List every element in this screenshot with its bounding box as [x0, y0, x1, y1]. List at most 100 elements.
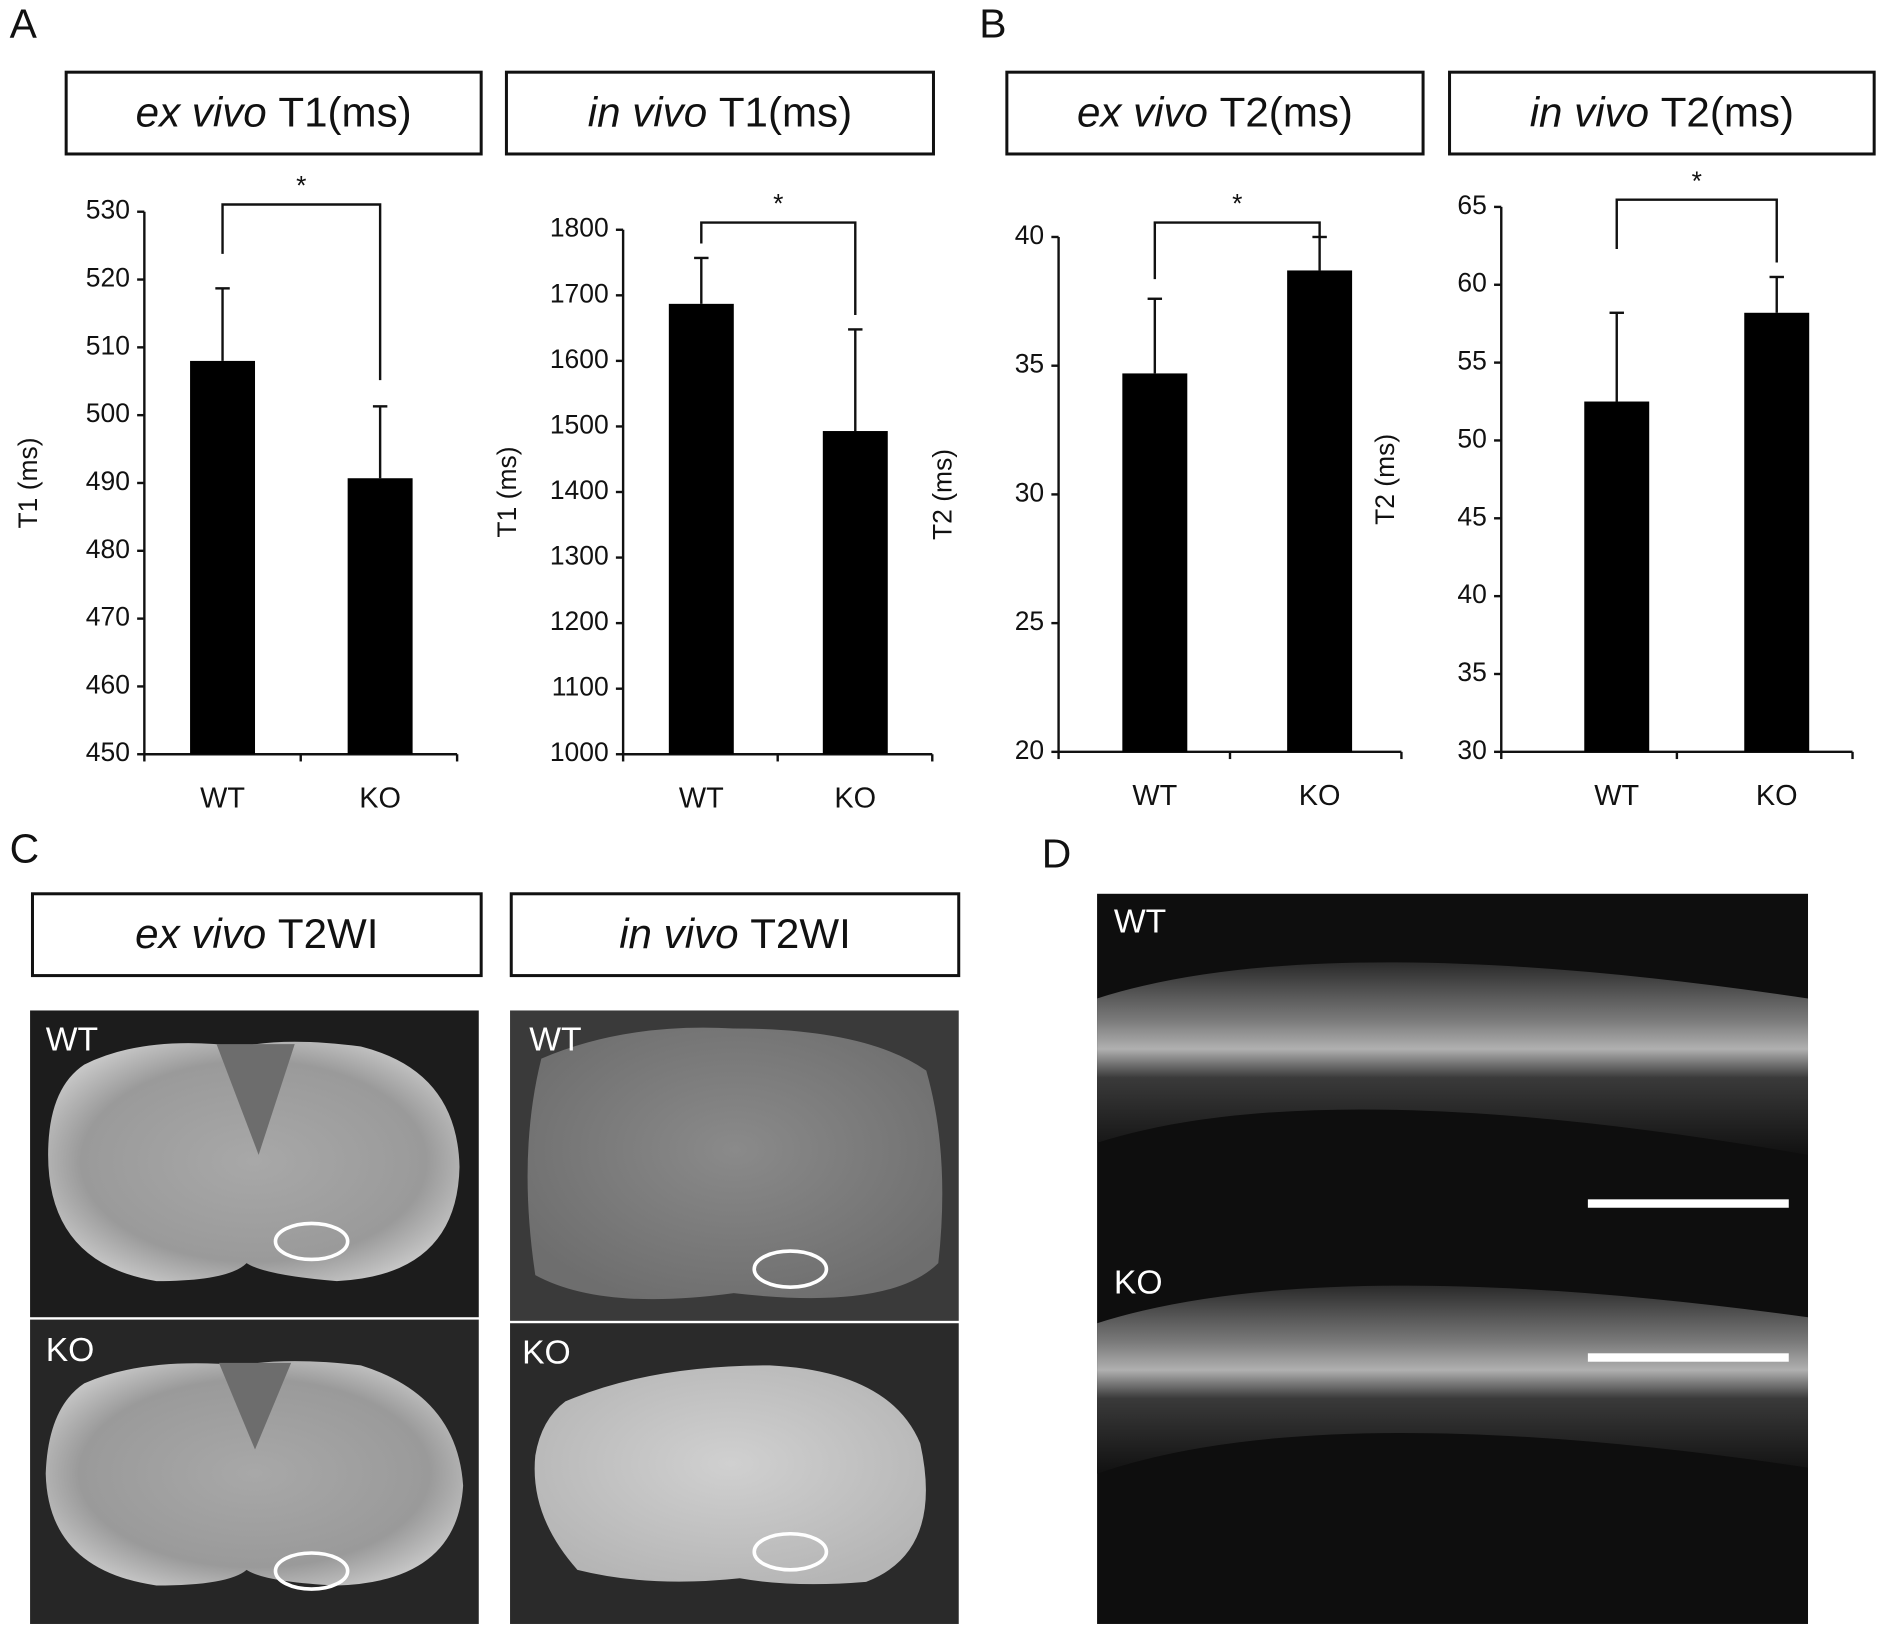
title-box: [30, 892, 483, 978]
panel-label: B: [979, 0, 1006, 46]
y-tick-label: 1600: [550, 344, 609, 374]
y-tick-label: 470: [86, 602, 130, 632]
scale-bar: [1587, 1353, 1789, 1362]
significance-mark: *: [773, 189, 783, 219]
bar: [668, 303, 734, 755]
y-tick-label: 1000: [550, 737, 609, 767]
bar: [822, 431, 888, 755]
y-axis-label: T2 (ms): [1370, 434, 1400, 525]
image-label: KO: [46, 1332, 95, 1369]
ex-vivo-images: [30, 1010, 479, 1624]
panel-label: D: [1042, 830, 1072, 876]
y-tick-label: 35: [1457, 657, 1486, 687]
image-label: KO: [1114, 1265, 1163, 1302]
y-tick-label: 510: [86, 330, 130, 360]
scale-bar: [1587, 1199, 1789, 1208]
roi: [273, 1551, 350, 1591]
title-box: [64, 70, 483, 156]
title-italic: in vivo: [588, 89, 707, 136]
y-tick-label: 1300: [550, 541, 609, 571]
bar: [1122, 373, 1188, 752]
y-tick-label: 40: [1015, 220, 1044, 250]
title-italic: ex vivo: [136, 89, 267, 136]
title-box: [1005, 70, 1425, 156]
title-text: T2(ms): [1661, 89, 1794, 136]
y-tick-label: 490: [86, 466, 130, 496]
significance-bracket: [221, 203, 382, 381]
title-text: T2WI: [750, 910, 851, 957]
spine: [1097, 1285, 1809, 1474]
roi: [752, 1249, 829, 1289]
cord: [48, 1041, 460, 1282]
y-tick-label: 520: [86, 263, 130, 293]
y-tick-label: 35: [1015, 349, 1044, 379]
y-tick-label: 30: [1457, 735, 1486, 765]
y-tick-label: 1200: [550, 606, 609, 636]
title-box: [504, 70, 935, 156]
y-tick-label: 40: [1457, 579, 1486, 609]
x-tick-label: KO: [834, 783, 876, 815]
roi: [273, 1221, 350, 1262]
image-labels: WT KO WT KO WT KO: [46, 904, 1167, 1372]
title: in vivo T2(ms): [1530, 89, 1794, 136]
significance-mark: *: [1692, 166, 1702, 196]
y-tick-label: 25: [1015, 606, 1044, 636]
title: in vivo T2WI: [619, 910, 851, 957]
title: ex vivo T2(ms): [1077, 89, 1353, 136]
title-italic: in vivo: [619, 910, 738, 957]
significance-mark: *: [1232, 189, 1242, 219]
title-box: [509, 892, 961, 978]
y-tick-label: 30: [1015, 477, 1044, 507]
fissure: [216, 1044, 295, 1155]
title-italic: ex vivo: [1077, 89, 1208, 136]
y-tick-label: 65: [1457, 190, 1486, 220]
title-text: T2(ms): [1220, 89, 1353, 136]
significance-bracket: [1153, 221, 1321, 280]
y-tick-label: 55: [1457, 346, 1486, 376]
bar: [1584, 401, 1650, 752]
y-tick-label: 500: [86, 398, 130, 428]
title-text: T1(ms): [278, 89, 411, 136]
y-tick-label: 1800: [550, 213, 609, 243]
cord: [527, 1027, 943, 1300]
in-vivo-images: [510, 1010, 959, 1624]
y-axis-label: T2 (ms): [927, 449, 957, 540]
significance-bracket: [1615, 198, 1778, 263]
title-italic: in vivo: [1530, 89, 1649, 136]
image-label: WT: [529, 1022, 581, 1059]
bar: [190, 360, 256, 755]
roi: [752, 1531, 829, 1572]
cord: [534, 1365, 926, 1585]
y-axis-label: T1 (ms): [492, 446, 522, 537]
title: ex vivo T2WI: [135, 910, 378, 957]
panel-label: A: [10, 0, 38, 46]
panel-label: C: [10, 825, 40, 871]
significance-mark: *: [296, 171, 306, 201]
cord: [45, 1361, 464, 1586]
y-tick-label: 1100: [552, 672, 609, 702]
y-tick-label: 1700: [550, 278, 609, 308]
y-tick-label: 1500: [550, 409, 609, 439]
x-tick-label: WT: [1132, 780, 1177, 812]
image-label: WT: [1114, 904, 1166, 941]
title-text: T1(ms): [719, 89, 852, 136]
y-tick-label: 45: [1457, 501, 1486, 531]
x-tick-label: KO: [1756, 780, 1798, 812]
image-label: KO: [522, 1334, 571, 1371]
bar: [1744, 312, 1810, 752]
y-tick-label: 460: [86, 669, 130, 699]
x-tick-label: KO: [1299, 780, 1341, 812]
title: ex vivo T1(ms): [136, 89, 412, 136]
y-tick-label: 60: [1457, 268, 1486, 298]
x-tick-label: KO: [359, 783, 401, 815]
y-tick-label: 530: [86, 195, 130, 225]
bar: [1287, 270, 1353, 752]
y-tick-label: 20: [1015, 735, 1044, 765]
title: in vivo T1(ms): [588, 89, 852, 136]
spine: [1097, 962, 1809, 1155]
x-tick-label: WT: [679, 783, 724, 815]
x-tick-label: WT: [1594, 780, 1639, 812]
y-tick-label: 480: [86, 534, 130, 564]
sagittal-images: [1097, 893, 1809, 1624]
